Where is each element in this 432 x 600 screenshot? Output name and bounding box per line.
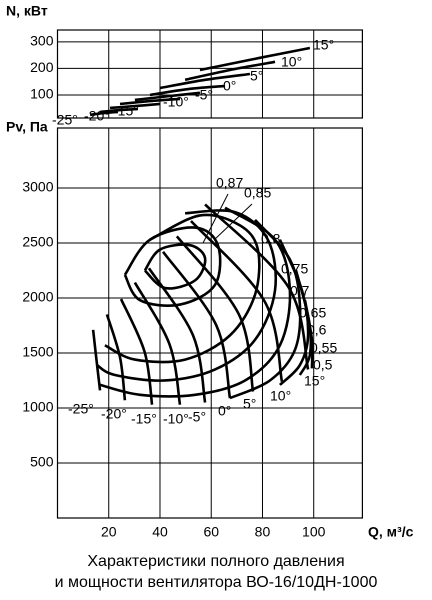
- series-label: 5°: [243, 396, 256, 412]
- series-label: -25°: [68, 401, 94, 417]
- plot-frame: [56, 127, 363, 519]
- plot-frame: [56, 29, 363, 119]
- series-line: [199, 46, 311, 72]
- series-line: [184, 60, 276, 82]
- series-label: 10°: [281, 54, 302, 70]
- series-line: [134, 91, 201, 102]
- x-tick-label: 100: [302, 524, 326, 540]
- y-axis-label: Pv, Па: [6, 119, 48, 135]
- series-label: 15°: [304, 373, 325, 389]
- leader-line: [202, 193, 229, 244]
- series-line: [99, 107, 139, 114]
- x-tick-label: 20: [101, 524, 117, 540]
- series-line: [149, 84, 226, 97]
- y-axis-label: N, кВт: [6, 3, 48, 19]
- efficiency-contour: [104, 213, 261, 364]
- contour-label: 0,87: [216, 175, 243, 191]
- y-tick-label: 2000: [22, 289, 53, 305]
- efficiency-contour: [123, 226, 222, 307]
- series-label: 0°: [223, 78, 236, 94]
- y-tick-label: 200: [30, 59, 54, 75]
- contour-label: 0,65: [299, 305, 326, 321]
- y-tick-label: 100: [30, 86, 54, 102]
- series-line: [175, 235, 255, 392]
- series-label: -20°: [84, 108, 110, 124]
- series-label: -15°: [131, 411, 157, 427]
- series-label: -5°: [195, 87, 213, 103]
- series-line: [133, 281, 182, 405]
- y-tick-label: 3000: [22, 179, 53, 195]
- contour-label: 0,5: [313, 357, 333, 373]
- series-label: 0°: [218, 403, 231, 419]
- y-tick-label: 300: [30, 33, 54, 49]
- series-line: [89, 110, 119, 117]
- contour-label: 0,85: [244, 185, 271, 201]
- y-tick-label: 1500: [22, 344, 53, 360]
- series-line: [162, 251, 232, 399]
- series-line: [159, 72, 251, 90]
- y-tick-label: 1000: [22, 399, 53, 415]
- series-label: -10°: [163, 94, 189, 110]
- series-label: -25°: [52, 112, 78, 128]
- title-line: и мощности вентилятора ВО-16/10ДН-1000: [55, 574, 378, 591]
- y-tick-label: 500: [30, 454, 54, 470]
- series-label: -10°: [163, 411, 189, 427]
- leader-line: [213, 203, 253, 241]
- series-line: [119, 298, 154, 405]
- series-label: -15°: [113, 103, 139, 119]
- x-tick-label: 60: [203, 524, 219, 540]
- series-label: 10°: [270, 388, 291, 404]
- efficiency-contour: [96, 209, 278, 382]
- x-tick-label: 40: [152, 524, 168, 540]
- series-label: -20°: [101, 406, 127, 422]
- x-tick-label: 80: [255, 524, 271, 540]
- series-label: -5°: [188, 409, 206, 425]
- x-axis-label: Q, м³/с: [368, 524, 414, 540]
- efficiency-contour: [303, 299, 314, 369]
- series-line: [119, 97, 181, 106]
- series-line: [147, 267, 207, 403]
- contour-label: 0,55: [310, 340, 337, 356]
- y-tick-label: 2500: [22, 234, 53, 250]
- efficiency-contour: [143, 243, 207, 290]
- series-line: [109, 102, 161, 110]
- title-line: Характеристики полного давления: [87, 553, 344, 570]
- series-label: 5°: [250, 68, 263, 84]
- series-line: [91, 329, 102, 391]
- series-label: 15°: [313, 37, 334, 53]
- series-line: [190, 220, 284, 382]
